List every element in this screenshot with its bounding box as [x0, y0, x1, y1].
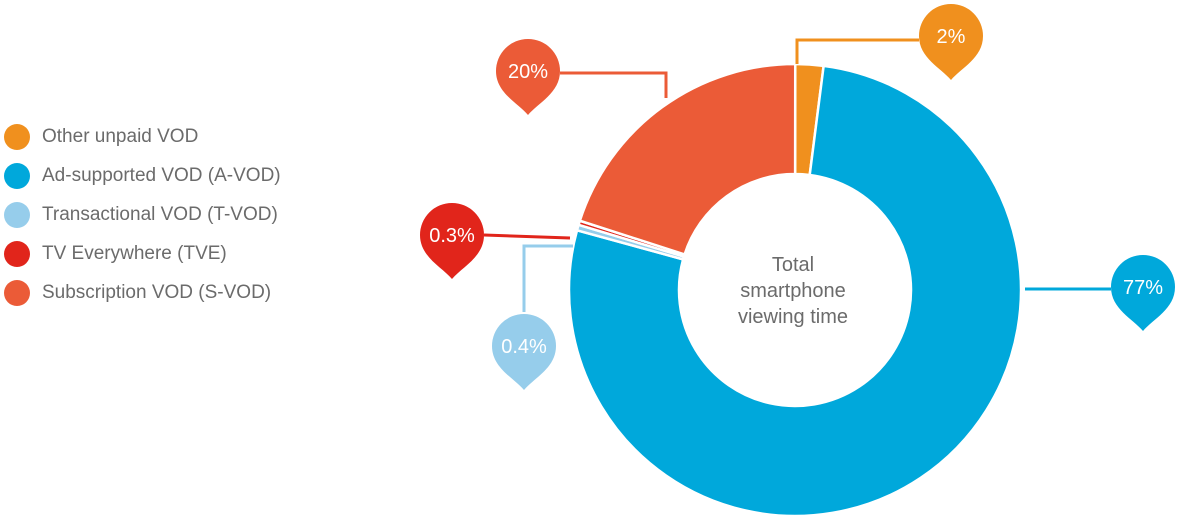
center-text: Total smartphone viewing time: [738, 254, 848, 328]
value-label: 0.4%: [501, 336, 547, 358]
value-label: 77%: [1123, 277, 1163, 299]
legend-label: Other unpaid VOD: [42, 125, 199, 147]
value-pin: [919, 4, 983, 80]
legend-swatch: [4, 240, 30, 267]
value-label: 2%: [937, 26, 966, 48]
donut-slice: [567, 64, 1023, 517]
donut-slice: [578, 62, 797, 256]
leader-line: [522, 244, 573, 312]
legend-item: Transactional VOD (T-VOD): [4, 195, 281, 234]
legend-item: Subscription VOD (S-VOD): [4, 273, 281, 312]
leader-line: [795, 38, 919, 64]
leader-lines: [483, 38, 1111, 312]
center-label: Total smartphone viewing time: [738, 254, 848, 328]
legend-label: TV Everywhere (TVE): [42, 242, 227, 264]
value-pin: [1111, 255, 1175, 331]
value-pin: [496, 39, 560, 115]
legend-swatch: [4, 201, 30, 228]
legend-label: Subscription VOD (S-VOD): [42, 281, 272, 303]
center-text-line: smartphone: [740, 280, 846, 302]
legend-swatch: [4, 279, 30, 306]
legend-item: TV Everywhere (TVE): [4, 234, 281, 273]
leader-line: [483, 233, 571, 240]
value-pin: [420, 203, 484, 279]
legend-label: Ad-supported VOD (A-VOD): [42, 164, 281, 186]
donut-slices: [567, 62, 1023, 517]
legend-label: Transactional VOD (T-VOD): [42, 203, 278, 225]
legend-swatch: [4, 123, 30, 150]
legend-swatch: [4, 162, 30, 189]
chart-legend: Other unpaid VOD Ad-supported VOD (A-VOD)…: [4, 117, 281, 312]
center-text-line: Total: [772, 254, 814, 276]
center-text-line: viewing time: [738, 306, 848, 328]
legend-item: Ad-supported VOD (A-VOD): [4, 156, 281, 195]
value-pin: [492, 314, 556, 390]
legend-item: Other unpaid VOD: [4, 117, 281, 156]
value-label: 0.3%: [429, 225, 475, 247]
value-pins: 2% 77% 0.4% 0.3% 20%: [420, 4, 1175, 390]
leader-line: [560, 71, 668, 98]
value-label: 20%: [508, 61, 548, 83]
